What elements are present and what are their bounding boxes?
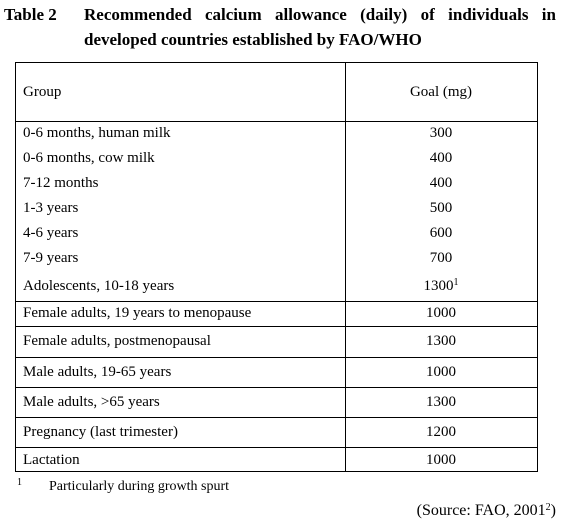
cell-group: 0-6 months, human milk [23, 125, 171, 141]
table-row: Lactation 1000 [16, 447, 537, 473]
source-superscript: 2 [545, 502, 551, 513]
goal-value: 600 [429, 225, 453, 241]
cell-goal: 13001 [345, 276, 537, 295]
cell-group: Female adults, postmenopausal [23, 333, 211, 349]
goal-value: 1000 [426, 451, 456, 468]
table-row: 7-9 years 700 [16, 246, 537, 271]
table-caption: Table 2 Recommended calcium allowance (d… [4, 2, 556, 52]
table-row: 0-6 months, cow milk 400 [16, 146, 537, 171]
goal-value: 1000 [426, 363, 456, 380]
goal-value: 300 [429, 125, 453, 141]
goal-value: 1000 [426, 305, 456, 321]
table-row: 1-3 years 500 [16, 196, 537, 221]
cell-group: Female adults, 19 years to menopause [23, 305, 252, 321]
cell-goal: 1000 [345, 452, 537, 469]
header-goal: Goal (mg) [345, 84, 537, 101]
cell-goal: 700 [345, 250, 537, 267]
cell-goal: 1200 [345, 424, 537, 441]
table-row: 4-6 years 600 [16, 221, 537, 246]
cell-group: Male adults, 19-65 years [23, 363, 172, 380]
table-row: Male adults, 19-65 years 1000 [16, 357, 537, 388]
source-suffix: ) [550, 502, 556, 519]
footnote: 1 Particularly during growth spurt [17, 478, 229, 496]
table-row: 0-6 months, human milk 300 [16, 121, 537, 146]
goal-value: 1300 [423, 277, 454, 294]
goal-value: 400 [429, 150, 453, 166]
cell-group: Male adults, >65 years [23, 393, 160, 410]
source-prefix: (Source: FAO, 2001 [416, 502, 546, 519]
cell-group: 7-12 months [23, 175, 99, 191]
goal-value: 1300 [426, 393, 456, 410]
source-citation: (Source: FAO, 20012) [417, 500, 556, 522]
cell-group: 1-3 years [23, 200, 79, 216]
table-row: Female adults, 19 years to menopause 1000 [16, 301, 537, 327]
footnote-text: Particularly during growth spurt [49, 479, 230, 494]
column-divider [345, 63, 346, 471]
goal-footnote-ref: 1 [453, 276, 459, 288]
header-goal-label: Goal (mg) [409, 83, 473, 100]
caption-label: Table 2 [4, 5, 57, 24]
cell-group: Lactation [23, 451, 80, 468]
goal-value: 400 [429, 175, 453, 191]
cell-group: 7-9 years [23, 250, 79, 266]
cell-goal: 600 [345, 225, 537, 242]
cell-goal: 1300 [345, 333, 537, 350]
cell-goal: 400 [345, 150, 537, 167]
cell-group: Adolescents, 10-18 years [23, 277, 175, 294]
table-row: Pregnancy (last trimester) 1200 [16, 417, 537, 448]
goal-value: 1200 [426, 423, 456, 440]
cell-goal: 1000 [345, 364, 537, 381]
cell-group: 4-6 years [23, 225, 79, 241]
goal-value: 500 [429, 200, 453, 216]
table-row: Adolescents, 10-18 years 13001 [16, 271, 537, 302]
cell-group: Pregnancy (last trimester) [23, 423, 178, 440]
goal-value: 700 [429, 250, 453, 266]
table-row: Female adults, postmenopausal 1300 [16, 326, 537, 358]
cell-goal: 1300 [345, 394, 537, 411]
cell-group: 0-6 months, cow milk [23, 150, 155, 166]
cell-goal: 300 [345, 125, 537, 142]
caption-line-2: developed countries established by FAO/W… [84, 30, 422, 49]
goal-value: 1300 [426, 333, 456, 349]
cell-goal: 1000 [345, 305, 537, 322]
calcium-table: Group Goal (mg) 0-6 months, human milk 300 0… [15, 62, 538, 472]
table-header-row: Group Goal (mg) [16, 63, 537, 122]
table-row: Male adults, >65 years 1300 [16, 387, 537, 418]
header-group: Group [23, 83, 62, 100]
table-row: 7-12 months 400 [16, 171, 537, 196]
cell-goal: 500 [345, 200, 537, 217]
footnote-mark: 1 [17, 477, 22, 488]
cell-goal: 400 [345, 175, 537, 192]
caption-line-1: Recommended calcium allowance (daily) of… [84, 5, 556, 24]
